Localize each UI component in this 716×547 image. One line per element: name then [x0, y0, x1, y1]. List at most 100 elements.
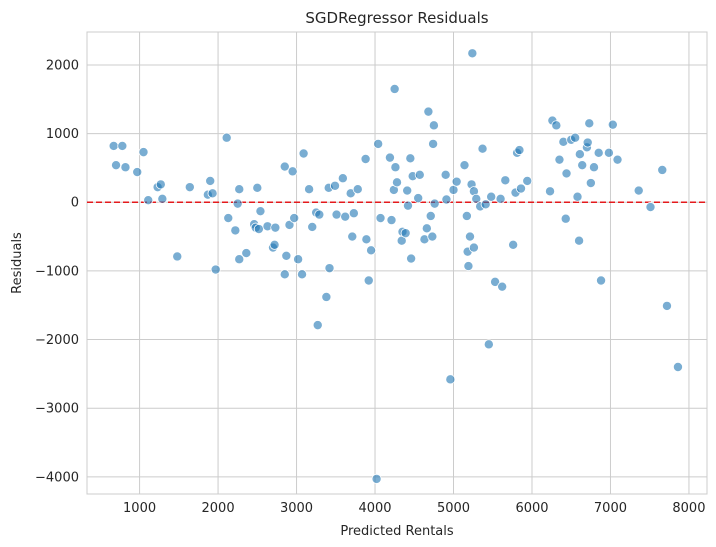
data-point — [490, 276, 501, 287]
chart-title: SGDRegressor Residuals — [305, 9, 488, 27]
data-point — [607, 119, 618, 130]
data-point — [111, 160, 122, 171]
data-point — [561, 168, 572, 179]
data-point — [340, 211, 351, 222]
data-point — [287, 166, 298, 177]
data-point — [281, 250, 292, 261]
data-point — [486, 191, 497, 202]
data-point — [307, 221, 318, 232]
data-point — [373, 138, 384, 149]
data-point — [221, 132, 232, 143]
data-point — [584, 118, 595, 129]
data-point — [661, 300, 672, 311]
data-point — [207, 188, 218, 199]
data-point — [574, 235, 585, 246]
data-point — [279, 269, 290, 280]
data-point — [451, 176, 462, 187]
data-point — [461, 210, 472, 221]
data-point — [413, 193, 424, 204]
data-point — [414, 169, 425, 180]
data-point — [337, 173, 348, 184]
data-point — [467, 48, 478, 59]
x-tick-label: 7000 — [594, 501, 627, 516]
data-point — [371, 473, 382, 484]
data-point — [391, 177, 402, 188]
data-point — [347, 231, 358, 242]
data-point — [516, 183, 527, 194]
y-tick-label: 2000 — [46, 58, 79, 73]
data-point — [448, 184, 459, 195]
data-point — [304, 184, 315, 195]
data-point — [255, 206, 266, 217]
x-tick-labels: 1000 2000 3000 4000 5000 6000 7000 8000 — [123, 501, 705, 516]
data-point — [514, 145, 525, 156]
data-point — [440, 169, 451, 180]
data-point — [143, 195, 154, 206]
data-point — [234, 184, 245, 195]
data-point — [468, 242, 479, 253]
y-tick-label: 0 — [71, 196, 79, 211]
data-point — [234, 254, 245, 265]
data-point — [497, 281, 508, 292]
data-point — [405, 153, 416, 164]
data-point — [570, 132, 581, 143]
y-tick-label: −3000 — [35, 402, 79, 417]
data-point — [495, 193, 506, 204]
data-point — [585, 178, 596, 189]
data-point — [172, 251, 183, 262]
y-tick-label: −2000 — [35, 333, 79, 348]
y-tick-label: −1000 — [35, 264, 79, 279]
data-point — [406, 253, 417, 264]
data-point — [269, 239, 280, 250]
data-point — [375, 213, 386, 224]
data-point — [522, 175, 533, 186]
data-point — [253, 224, 264, 235]
data-point — [361, 234, 372, 245]
data-point — [329, 180, 340, 191]
data-point — [441, 194, 452, 205]
x-tick-label: 6000 — [515, 501, 548, 516]
y-tick-label: 1000 — [46, 127, 79, 142]
data-point — [428, 138, 439, 149]
data-point — [366, 245, 377, 256]
y-tick-labels: −4000 −3000 −2000 −1000 0 1000 2000 — [35, 58, 79, 485]
data-point — [363, 275, 374, 286]
data-point — [423, 106, 434, 117]
data-point — [596, 275, 607, 286]
data-point — [384, 152, 395, 163]
data-point — [645, 202, 656, 213]
data-point — [252, 182, 263, 193]
data-point — [477, 143, 488, 154]
data-point — [425, 210, 436, 221]
data-point — [284, 219, 295, 230]
data-point — [421, 223, 432, 234]
data-point — [132, 167, 143, 178]
data-point — [480, 199, 491, 210]
data-point — [508, 239, 519, 250]
data-point — [445, 374, 456, 385]
data-point — [293, 254, 304, 265]
data-point — [459, 160, 470, 171]
data-point — [402, 185, 413, 196]
data-point — [390, 162, 401, 173]
data-point — [108, 140, 119, 151]
data-point — [279, 161, 290, 172]
y-axis-label: Residuals — [10, 232, 25, 294]
data-point — [232, 198, 243, 209]
data-point — [429, 198, 440, 209]
data-point — [603, 147, 614, 158]
x-axis-label: Predicted Rentals — [340, 524, 454, 539]
data-point — [331, 209, 342, 220]
data-point — [582, 137, 593, 148]
data-point — [230, 225, 241, 236]
data-point — [464, 231, 475, 242]
data-point — [389, 83, 400, 94]
data-point — [672, 362, 683, 373]
data-point — [270, 222, 281, 233]
data-point — [483, 339, 494, 350]
data-point — [184, 182, 195, 193]
data-point — [223, 213, 234, 224]
x-tick-label: 4000 — [358, 501, 391, 516]
data-point — [155, 179, 166, 190]
